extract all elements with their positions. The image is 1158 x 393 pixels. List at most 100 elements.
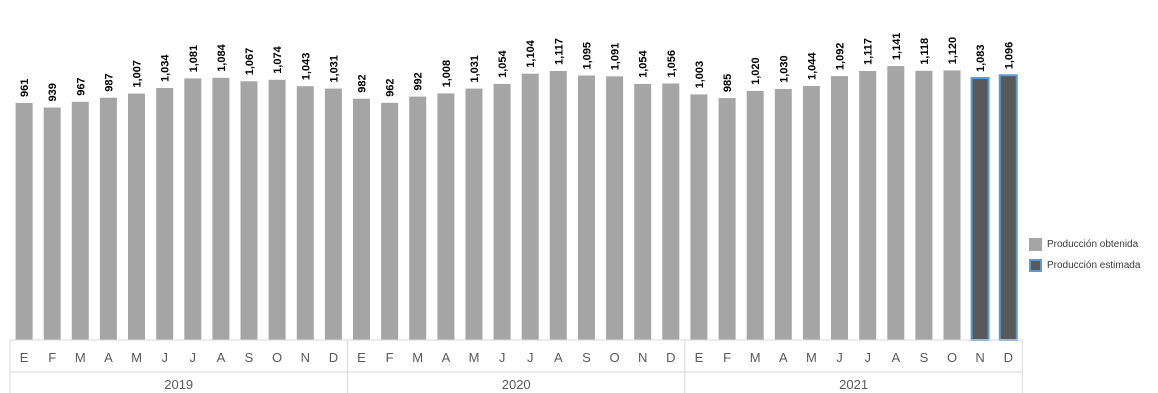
data-label: 1,092: [835, 43, 847, 71]
bar: [409, 96, 427, 340]
month-tick-label: M: [131, 350, 142, 365]
legend-item-estimada: Producción estimada: [1029, 255, 1140, 276]
month-tick-label: J: [161, 350, 168, 365]
month-tick-label: D: [329, 350, 338, 365]
legend-swatch-obtenida: [1029, 238, 1042, 251]
data-label: 1,034: [160, 54, 172, 82]
data-label: 1,081: [188, 45, 200, 73]
month-tick-label: E: [695, 350, 704, 365]
month-tick-label: J: [499, 350, 506, 365]
data-label: 1,118: [919, 38, 931, 65]
data-label: 985: [722, 74, 734, 92]
data-label: 1,030: [778, 55, 790, 83]
month-tick-label: M: [75, 350, 86, 365]
bar: [606, 76, 624, 341]
month-tick-label: N: [975, 350, 984, 365]
month-tick-label: S: [920, 350, 929, 365]
data-label: 962: [385, 78, 397, 96]
month-tick-label: O: [610, 350, 620, 365]
data-label: 939: [47, 83, 59, 101]
bar: [746, 90, 764, 341]
month-tick-label: D: [1004, 350, 1013, 365]
data-label: 982: [357, 74, 369, 92]
legend: Producción obtenida Producción estimada: [1029, 234, 1140, 276]
bar: [43, 107, 61, 340]
bar: [970, 77, 990, 341]
year-label: 2021: [839, 377, 868, 392]
bar: [184, 78, 202, 341]
month-tick-label: S: [245, 350, 254, 365]
legend-label-estimada: Producción estimada: [1047, 260, 1141, 271]
month-tick-label: S: [582, 350, 591, 365]
year-label: 2020: [502, 377, 531, 392]
data-label: 1,008: [441, 60, 453, 88]
data-label: 987: [103, 73, 115, 91]
month-tick-label: F: [48, 350, 56, 365]
bar: [662, 83, 680, 340]
month-tick-label: M: [750, 350, 761, 365]
data-label: 961: [19, 79, 31, 97]
bar: [831, 76, 848, 340]
bar: [887, 66, 905, 340]
bar: [549, 71, 567, 340]
data-label: 1,031: [328, 55, 340, 83]
data-label: 992: [413, 72, 425, 90]
bar: [268, 79, 286, 341]
month-tick-label: A: [217, 350, 226, 365]
month-tick-label: A: [554, 350, 563, 365]
data-label: 1,054: [497, 49, 509, 77]
bar: [943, 70, 961, 341]
bar: [859, 71, 877, 340]
month-tick-label: E: [20, 350, 29, 365]
data-label: 1,043: [300, 53, 312, 81]
month-tick-label: O: [272, 350, 282, 365]
bar: [521, 73, 539, 340]
data-label: 1,056: [666, 50, 678, 78]
bar: [493, 83, 511, 341]
bar: [578, 75, 595, 340]
bar: [915, 70, 933, 341]
month-tick-label: E: [357, 350, 366, 365]
legend-label-obtenida: Producción obtenida: [1047, 239, 1139, 250]
data-label: 1,003: [694, 61, 706, 89]
month-tick-label: D: [666, 350, 675, 365]
bar: [240, 81, 258, 341]
bar: [296, 86, 314, 340]
data-label: 1,084: [216, 43, 228, 71]
data-label: 1,067: [244, 48, 256, 76]
month-tick-label: N: [638, 350, 647, 365]
month-tick-label: M: [469, 350, 480, 365]
data-label: 1,044: [806, 52, 818, 80]
data-label: 1,095: [582, 42, 594, 70]
legend-swatch-estimada: [1029, 259, 1042, 272]
data-label: 1,031: [469, 55, 481, 83]
data-label: 1,120: [947, 37, 959, 65]
bar: [998, 74, 1018, 342]
bar: [324, 88, 342, 340]
bar: [718, 98, 736, 340]
bar: [15, 103, 33, 340]
bar: [774, 88, 792, 341]
bar: [465, 88, 483, 340]
month-tick-label: A: [779, 350, 788, 365]
bar: [156, 88, 174, 340]
data-label: 1,054: [638, 49, 650, 77]
month-tick-label: A: [891, 350, 900, 365]
legend-item-obtenida: Producción obtenida: [1029, 234, 1140, 255]
month-tick-label: J: [864, 350, 871, 365]
bar: [381, 102, 399, 340]
data-label: 1,104: [525, 39, 537, 67]
data-label: 967: [75, 77, 87, 95]
bar: [353, 98, 370, 340]
data-label: 1,141: [891, 33, 903, 61]
month-tick-label: N: [301, 350, 310, 365]
bar: [690, 94, 708, 341]
data-label: 1,020: [750, 57, 762, 85]
month-tick-label: J: [190, 350, 197, 365]
data-label: 1,074: [272, 45, 284, 73]
month-tick-label: J: [527, 350, 534, 365]
data-label: 1,007: [132, 60, 144, 88]
month-tick-label: A: [104, 350, 113, 365]
month-tick-label: J: [836, 350, 843, 365]
